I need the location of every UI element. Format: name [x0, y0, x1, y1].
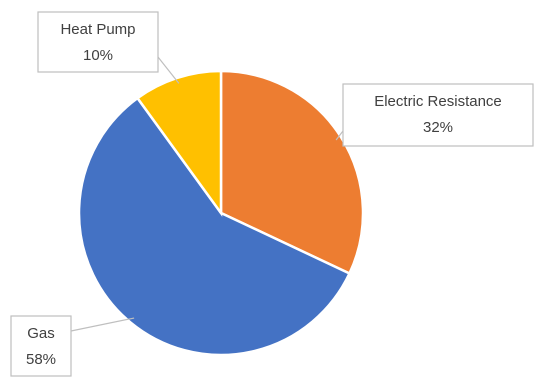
data-label-category-electric-resistance: Electric Resistance	[374, 93, 502, 110]
callout-gas: Gas 58%	[10, 315, 72, 377]
data-label-value-electric-resistance: 32%	[423, 119, 453, 136]
pie-slice-electric-resistance	[219, 69, 365, 276]
callout-box-heat-pump	[37, 11, 159, 73]
data-label-value-heat-pump: 10%	[83, 47, 113, 64]
pie-slice-heat-pump	[135, 69, 223, 217]
callout-box-gas	[10, 315, 72, 377]
slices-layer	[77, 69, 365, 357]
callouts-layer: Electric Resistance 32% Gas 58% Heat Pump 10%	[10, 11, 534, 377]
data-label-value-gas: 58%	[26, 351, 56, 368]
callout-heat-pump: Heat Pump 10%	[37, 11, 159, 73]
pie-slice-gas	[77, 96, 352, 357]
data-label-category-heat-pump: Heat Pump	[60, 21, 135, 38]
leader-lines-layer	[70, 56, 344, 332]
leader-line-gas	[70, 317, 135, 332]
leader-line-heat-pump	[157, 56, 180, 84]
data-label-category-gas: Gas	[27, 325, 55, 342]
callout-box-electric-resistance	[342, 83, 534, 147]
callout-electric-resistance: Electric Resistance 32%	[342, 83, 534, 147]
leader-line-electric-resistance	[335, 130, 344, 141]
